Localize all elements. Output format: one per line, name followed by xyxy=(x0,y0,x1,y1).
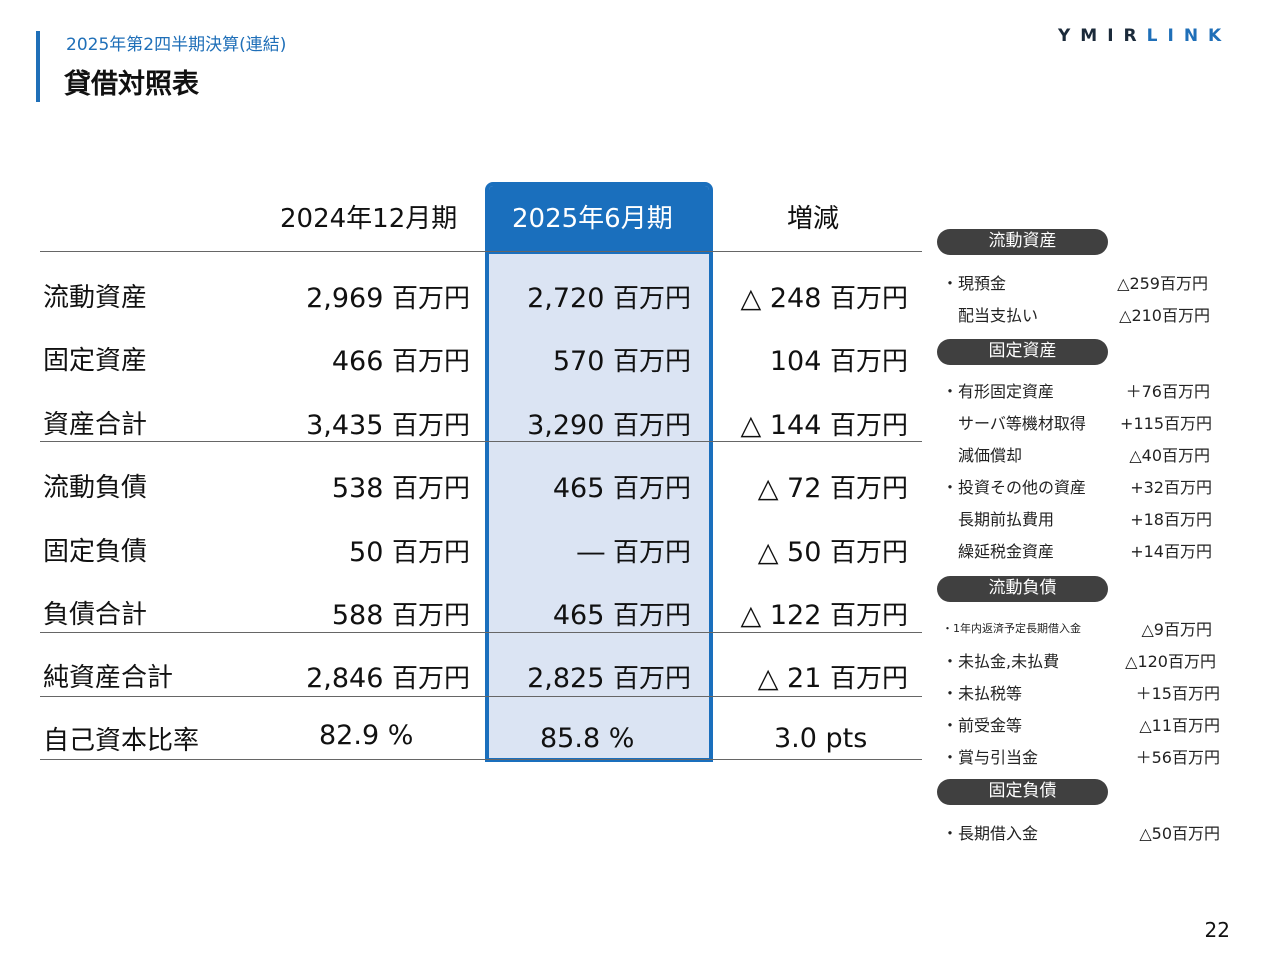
note-label: ・未払税等 xyxy=(942,684,1023,703)
row-label: 純資産合計 xyxy=(43,663,174,693)
table-cell: 50 百万円 xyxy=(349,537,470,568)
highlight-column xyxy=(485,182,713,762)
note-amount: △50百万円 xyxy=(1139,824,1220,843)
note-label: ・賞与引当金 xyxy=(942,748,1039,767)
note-amount: △120百万円 xyxy=(1125,652,1216,671)
section-pill-fixed-assets: 固定資産 xyxy=(937,339,1108,365)
table-cell: △ 144 百万円 xyxy=(740,410,909,441)
note-label: 繰延税金資産 xyxy=(958,542,1055,561)
title-accent-bar xyxy=(36,31,40,102)
note-amount: △259百万円 xyxy=(1117,274,1208,293)
note-amount: ＋56百万円 xyxy=(1135,748,1220,767)
table-cell: 2,720 百万円 xyxy=(527,283,691,314)
table-cell: △ 122 百万円 xyxy=(740,600,909,631)
note-label: ・長期借入金 xyxy=(942,824,1039,843)
table-cell: 3,435 百万円 xyxy=(306,410,470,441)
note-amount: +18百万円 xyxy=(1130,510,1212,529)
table-rule xyxy=(40,441,922,442)
table-cell: △ 21 百万円 xyxy=(757,663,908,694)
slide-subtitle: 2025年第2四半期決算(連結) xyxy=(66,35,287,55)
note-amount: +32百万円 xyxy=(1130,478,1212,497)
table-rule xyxy=(40,696,922,697)
note-label: 長期前払費用 xyxy=(958,510,1055,529)
table-cell: 2,969 百万円 xyxy=(306,283,470,314)
note-label: ・有形固定資産 xyxy=(942,382,1055,401)
note-amount: +115百万円 xyxy=(1120,414,1212,433)
section-pill-current-liabilities: 流動負債 xyxy=(937,576,1108,602)
note-label: ・1年内返済予定長期借入金 xyxy=(942,622,1081,635)
table-cell: 465 百万円 xyxy=(552,600,691,631)
equity-ratio-change: 3.0 pts xyxy=(774,723,868,754)
note-label: ・現預金 xyxy=(942,274,1007,293)
table-cell: 538 百万円 xyxy=(331,473,470,504)
note-amount: △9百万円 xyxy=(1141,620,1213,639)
equity-ratio-2025: 85.8 % xyxy=(540,723,635,754)
note-label: 減価償却 xyxy=(958,446,1023,465)
table-cell: 466 百万円 xyxy=(331,346,470,377)
note-amount: ＋76百万円 xyxy=(1125,382,1210,401)
note-amount: ＋15百万円 xyxy=(1135,684,1220,703)
row-label: 固定負債 xyxy=(43,537,148,567)
highlight-column-header-bg xyxy=(489,186,709,254)
column-header-2024: 2024年12月期 xyxy=(280,204,458,234)
table-cell: 104 百万円 xyxy=(769,346,908,377)
table-rule xyxy=(40,251,922,252)
note-label: 配当支払い xyxy=(958,306,1039,325)
table-cell: 3,290 百万円 xyxy=(527,410,691,441)
note-amount: △210百万円 xyxy=(1119,306,1210,325)
row-label: 流動資産 xyxy=(43,283,148,313)
table-cell: 465 百万円 xyxy=(552,473,691,504)
company-logo: YMIRLINK xyxy=(1058,26,1232,46)
row-label: 負債合計 xyxy=(43,600,148,630)
table-rule xyxy=(40,632,922,633)
table-cell: 2,846 百万円 xyxy=(306,663,470,694)
note-label: ・前受金等 xyxy=(942,716,1023,735)
table-cell: △ 72 百万円 xyxy=(757,473,908,504)
row-label: 固定資産 xyxy=(43,346,148,376)
column-header-2025: 2025年6月期 xyxy=(512,204,673,234)
note-label: サーバ等機材取得 xyxy=(958,414,1086,433)
section-pill-fixed-liabilities: 固定負債 xyxy=(937,779,1108,805)
table-cell: △ 50 百万円 xyxy=(757,537,908,568)
table-cell: 588 百万円 xyxy=(331,600,470,631)
note-amount: △40百万円 xyxy=(1129,446,1210,465)
table-cell: △ 248 百万円 xyxy=(740,283,909,314)
page-number: 22 xyxy=(1204,918,1230,942)
table-cell: 570 百万円 xyxy=(552,346,691,377)
row-label-equity-ratio: 自己資本比率 xyxy=(43,726,200,756)
note-label: ・投資その他の資産 xyxy=(942,478,1087,497)
table-cell: ― 百万円 xyxy=(577,537,691,568)
table-cell: 2,825 百万円 xyxy=(527,663,691,694)
row-label: 資産合計 xyxy=(43,410,148,440)
row-label: 流動負債 xyxy=(43,473,148,503)
table-rule xyxy=(40,759,922,760)
note-amount: +14百万円 xyxy=(1130,542,1212,561)
equity-ratio-2024: 82.9 % xyxy=(319,720,414,751)
note-label: ・未払金,未払費 xyxy=(942,652,1060,671)
slide-title: 貸借対照表 xyxy=(64,69,199,100)
section-pill-current-assets: 流動資産 xyxy=(937,229,1108,255)
column-header-change: 増減 xyxy=(787,204,840,234)
note-amount: △11百万円 xyxy=(1139,716,1220,735)
